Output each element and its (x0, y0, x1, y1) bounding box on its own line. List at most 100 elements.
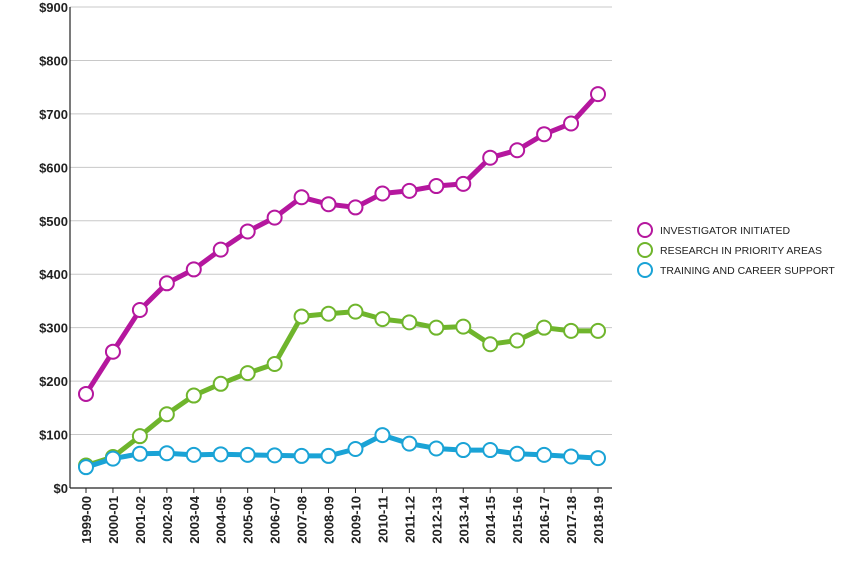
data-point (266, 209, 283, 226)
data-point (78, 459, 94, 476)
y-tick-label: $600 (39, 160, 68, 175)
data-point (374, 185, 391, 202)
x-tick-label: 2005-06 (241, 496, 256, 544)
series-line (83, 91, 601, 397)
legend-label: RESEARCH IN PRIORITY AREAS (660, 245, 822, 257)
data-point (104, 450, 121, 467)
data-point (536, 126, 553, 143)
data-point (320, 447, 337, 464)
legend-item: INVESTIGATOR INITIATED (637, 222, 791, 238)
data-point (347, 440, 364, 457)
x-tick-label: 2018-19 (591, 496, 606, 544)
data-point (536, 446, 553, 463)
y-tick-label: $800 (39, 53, 68, 68)
data-point (293, 308, 310, 325)
legend-item: TRAINING AND CAREER SUPPORT (637, 262, 835, 278)
y-tick-label: $300 (39, 321, 68, 336)
data-point (536, 319, 553, 336)
x-tick-label: 2013-14 (456, 495, 471, 543)
y-tick-label: $100 (39, 428, 68, 443)
data-point (293, 447, 310, 464)
x-tick-label: 2003-04 (187, 495, 202, 543)
data-point (320, 305, 337, 322)
data-point (239, 446, 256, 463)
data-point (455, 442, 472, 459)
data-point (293, 189, 310, 206)
data-point (131, 428, 148, 445)
data-point (131, 302, 148, 319)
data-point (482, 149, 499, 166)
data-point (455, 318, 472, 335)
data-point (590, 450, 606, 467)
data-point (347, 199, 364, 216)
series-2 (78, 427, 606, 476)
data-point (185, 387, 202, 404)
x-tick-label: 2006-07 (268, 496, 283, 544)
data-point (374, 427, 391, 444)
x-tick-label: 2015-16 (510, 496, 525, 544)
y-tick-label: $200 (39, 374, 68, 389)
data-point (428, 440, 445, 457)
data-point (239, 223, 256, 240)
x-axis: 1999-00 2000-01 2001-02 2002-03 2003-04 2004-… (70, 487, 612, 544)
legend-marker (637, 242, 653, 258)
data-point (563, 115, 580, 132)
data-point (374, 311, 391, 328)
x-tick-label: 2011-12 (402, 496, 417, 543)
data-point (347, 303, 364, 320)
data-point (563, 322, 580, 339)
data-point (401, 314, 418, 331)
x-tick-label: 2002-03 (160, 496, 175, 544)
y-tick-label: $500 (39, 214, 68, 229)
series-1 (78, 303, 606, 474)
data-point (590, 86, 606, 103)
data-point (78, 385, 94, 402)
legend: INVESTIGATOR INITIATED RESEARCH IN PRIORI… (637, 222, 835, 278)
data-point (158, 406, 175, 423)
legend-label: TRAINING AND CAREER SUPPORT (660, 265, 835, 277)
data-point (158, 275, 175, 292)
data-point (212, 375, 229, 392)
data-point (428, 319, 445, 336)
data-point (131, 445, 148, 462)
data-point (509, 332, 526, 349)
x-tick-label: 2014-15 (483, 496, 498, 544)
y-axis: $0 $100 $200 $300 $400 $500 $600 $700 $800 $900 (39, 0, 71, 496)
x-tick-label: 2017-18 (564, 496, 579, 544)
y-tick-label: $700 (39, 107, 68, 122)
data-point (482, 442, 499, 459)
data-point (563, 448, 580, 465)
y-tick-label: $900 (39, 0, 68, 15)
data-point (158, 445, 175, 462)
x-tick-label: 2008-09 (322, 496, 337, 544)
data-point (266, 447, 283, 464)
x-tick-label: 2001-02 (133, 496, 148, 544)
y-tick-label: $400 (39, 267, 68, 282)
legend-marker (637, 262, 653, 278)
y-tick-label: $0 (54, 481, 68, 496)
x-tick-label: 2000-01 (106, 496, 121, 544)
data-point (455, 175, 472, 192)
x-tick-label: 1999-00 (79, 496, 94, 544)
data-point (320, 196, 337, 213)
data-point (266, 356, 283, 373)
data-point (212, 446, 229, 463)
data-point (428, 178, 445, 195)
data-point (104, 343, 121, 360)
x-tick-label: 2012-13 (429, 496, 444, 544)
x-tick-label: 2009-10 (348, 496, 363, 544)
data-point (212, 241, 229, 258)
x-tick-label: 2010-11 (375, 496, 390, 543)
x-tick-label: 2004-05 (214, 496, 229, 544)
legend-label: INVESTIGATOR INITIATED (660, 225, 791, 237)
legend-marker (637, 222, 653, 238)
data-point (185, 261, 202, 278)
data-point (509, 445, 526, 462)
gridlines (70, 6, 612, 436)
legend-item: RESEARCH IN PRIORITY AREAS (637, 242, 822, 258)
data-point (239, 365, 256, 382)
data-point (509, 142, 526, 159)
series-0 (78, 86, 606, 402)
data-point (185, 446, 202, 463)
